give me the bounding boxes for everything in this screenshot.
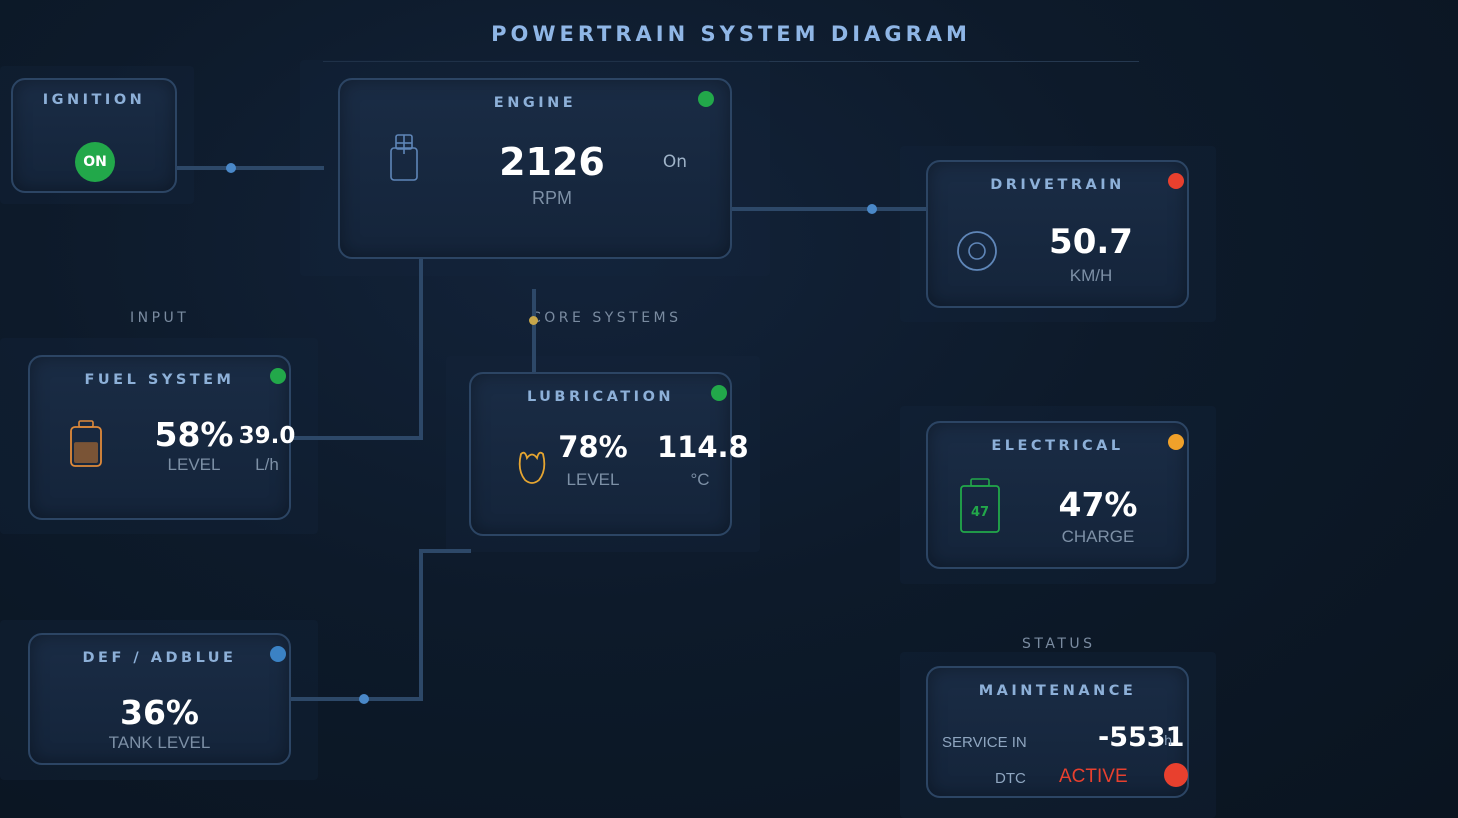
wire-node — [226, 163, 236, 173]
ignition-card[interactable]: IGNITION ON — [11, 78, 177, 193]
def-title: DEF / ADBLUE — [82, 650, 237, 666]
electrical-status-dot — [1168, 434, 1184, 450]
engine-status-dot — [698, 91, 714, 107]
electrical-charge-value: 47% — [1058, 485, 1138, 524]
ignition-title: IGNITION — [42, 92, 146, 108]
fuel-rate-unit: L/h — [255, 455, 279, 474]
wire-node — [359, 694, 369, 704]
section-label-core: CORE SYSTEMS — [531, 310, 682, 326]
fuel-level-label: LEVEL — [167, 455, 221, 474]
section-label-status: STATUS — [1022, 636, 1096, 652]
engine-rpm-unit: RPM — [532, 188, 572, 208]
wheel-icon — [957, 231, 997, 271]
wire-node — [529, 316, 538, 325]
service-value: -5531 — [1098, 722, 1185, 753]
electrical-title: ELECTRICAL — [991, 438, 1124, 454]
wire-engine-lubrication — [532, 289, 536, 373]
wire-lubrication-def — [419, 549, 471, 553]
engine-rpm-value: 2126 — [499, 140, 605, 184]
engine-title: ENGINE — [493, 95, 577, 111]
engine-state: On — [662, 152, 688, 172]
drivetrain-speed-value: 50.7 — [1049, 222, 1133, 262]
lubrication-level-label: LEVEL — [566, 470, 620, 489]
lubrication-title: LUBRICATION — [526, 389, 675, 405]
drivetrain-title: DRIVETRAIN — [990, 177, 1125, 193]
page-title: POWERTRAIN SYSTEM DIAGRAM — [491, 22, 971, 46]
fuel-tank-icon — [70, 420, 102, 467]
drivetrain-speed-unit: KM/H — [1069, 266, 1113, 285]
maintenance-card[interactable]: MAINTENANCE SERVICE IN -5531 h DTC ACTIV… — [926, 666, 1189, 798]
electrical-card[interactable]: ELECTRICAL 47 47% CHARGE — [926, 421, 1189, 569]
lubrication-temp-unit: °C — [690, 470, 710, 489]
fuel-title: FUEL SYSTEM — [84, 372, 235, 388]
fuel-card[interactable]: FUEL SYSTEM 58% LEVEL 39.0 L/h — [28, 355, 295, 520]
drivetrain-card[interactable]: DRIVETRAIN 50.7 KM/H — [926, 160, 1189, 308]
drivetrain-status-dot — [1168, 173, 1184, 189]
wire-ignition-engine — [176, 166, 324, 170]
fuel-status-dot — [270, 368, 286, 384]
title-divider — [323, 61, 1139, 62]
fuel-rate-value: 39.0 — [238, 423, 296, 449]
engine-card[interactable]: ENGINE 2126 RPM On — [338, 78, 732, 259]
battery-icon — [960, 478, 1000, 533]
lubrication-temp-value: 114.8 — [657, 430, 749, 464]
dtc-status: ACTIVE — [1059, 766, 1128, 787]
def-tank-value: 36% — [120, 693, 199, 732]
def-card[interactable]: DEF / ADBLUE 36% TANK LEVEL — [28, 633, 291, 765]
dtc-label: DTC — [995, 770, 1026, 787]
service-label: SERVICE IN — [942, 734, 1027, 751]
engine-icon — [390, 134, 418, 181]
wire-engine-drivetrain — [731, 207, 927, 211]
lubrication-level-value: 78% — [558, 430, 628, 464]
lubrication-card[interactable]: LUBRICATION 78% LEVEL 114.8 °C — [469, 372, 749, 536]
section-label-input: INPUT — [130, 310, 190, 326]
service-unit: h — [1164, 734, 1173, 749]
ignition-toggle[interactable]: ON — [75, 142, 115, 182]
electrical-charge-label: CHARGE — [1061, 527, 1135, 546]
def-tank-label: TANK LEVEL — [108, 733, 211, 752]
battery-icon-label: 47 — [970, 505, 990, 520]
dtc-alert-dot — [1164, 763, 1188, 787]
maintenance-title: MAINTENANCE — [978, 683, 1137, 699]
wire-node — [867, 204, 877, 214]
lubrication-status-dot — [711, 385, 727, 401]
oil-drop-icon — [518, 451, 546, 484]
fuel-level-value: 58% — [154, 415, 234, 454]
def-status-dot — [270, 646, 286, 662]
